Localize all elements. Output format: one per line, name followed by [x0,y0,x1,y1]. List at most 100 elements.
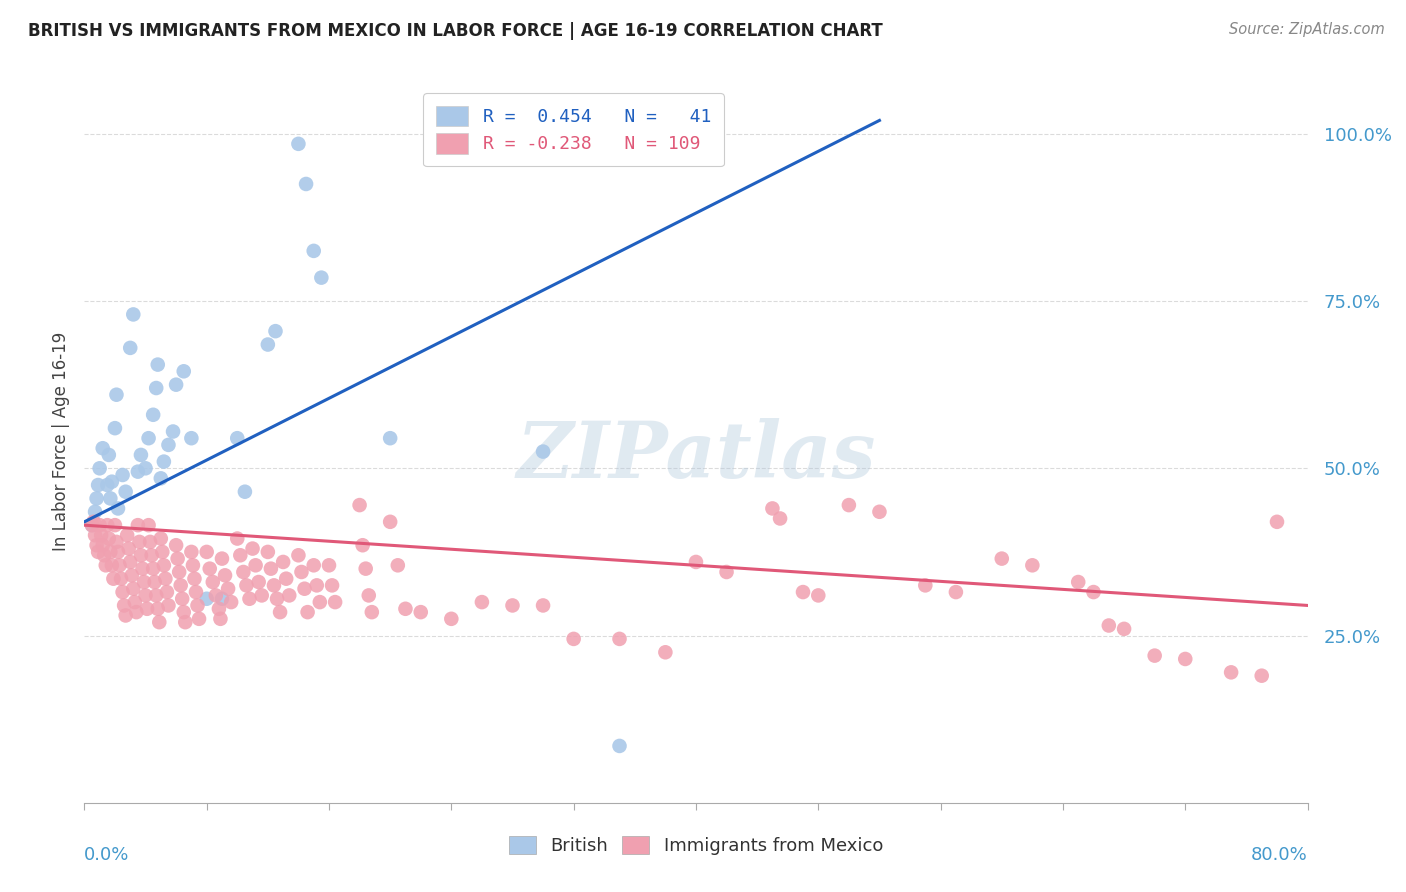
Point [120,555,142,569]
Point [127,518,149,533]
Point [387,558,409,573]
Text: Source: ZipAtlas.com: Source: ZipAtlas.com [1229,22,1385,37]
Point [201,575,224,590]
Point [250,589,273,603]
Point [153,558,176,573]
Point [89,518,111,533]
Point [104,421,127,435]
Point [101,558,124,573]
Point [84,505,107,519]
Point [263,578,285,592]
Point [105,534,128,549]
Point [98,491,121,506]
Point [991,551,1014,566]
Point [138,431,160,445]
Point [157,438,180,452]
Point [531,444,554,458]
Point [287,548,309,563]
Point [115,528,138,542]
Point [1067,575,1090,590]
Point [90,528,112,542]
Point [132,575,155,590]
Point [93,548,115,563]
Point [162,425,184,439]
Point [181,558,204,573]
Point [155,572,177,586]
Point [242,541,264,556]
Point [260,562,283,576]
Point [311,270,333,285]
Point [264,324,287,338]
Point [180,431,202,445]
Legend: British, Immigrants from Mexico: British, Immigrants from Mexico [502,829,890,863]
Point [276,572,298,586]
Point [145,381,167,395]
Point [226,431,249,445]
Point [97,448,120,462]
Point [716,565,738,579]
Point [1220,665,1243,680]
Point [305,578,328,592]
Point [98,545,121,559]
Point [165,538,187,552]
Point [86,538,108,552]
Point [211,551,233,566]
Point [103,572,125,586]
Point [107,545,129,559]
Point [170,578,193,592]
Point [357,589,380,603]
Point [1250,669,1272,683]
Point [321,578,343,592]
Point [349,498,371,512]
Point [235,578,257,592]
Point [183,572,205,586]
Point [219,595,242,609]
Point [122,582,145,596]
Point [184,585,207,599]
Point [97,532,120,546]
Point [360,605,382,619]
Point [1265,515,1288,529]
Point [142,562,165,576]
Point [287,136,309,151]
Point [153,455,176,469]
Point [129,448,152,462]
Point [807,589,830,603]
Point [914,578,936,592]
Point [1143,648,1166,663]
Point [91,442,114,455]
Point [80,518,103,533]
Point [245,558,267,573]
Point [138,518,160,533]
Point [87,545,110,559]
Point [165,377,187,392]
Point [148,615,170,630]
Point [1098,618,1121,632]
Text: 0.0%: 0.0% [84,847,129,864]
Point [121,568,143,582]
Point [173,605,195,619]
Point [96,518,118,533]
Text: BRITISH VS IMMIGRANTS FROM MEXICO IN LABOR FORCE | AGE 16-19 CORRELATION CHART: BRITISH VS IMMIGRANTS FROM MEXICO IN LAB… [28,22,883,40]
Point [118,541,141,556]
Point [302,244,325,258]
Point [84,528,107,542]
Point [295,177,318,191]
Point [271,555,294,569]
Point [211,591,233,606]
Point [114,484,136,499]
Point [96,478,118,492]
Point [111,585,134,599]
Point [108,558,131,573]
Point [174,615,197,630]
Point [354,562,377,576]
Point [217,582,239,596]
Point [91,538,114,552]
Point [127,465,149,479]
Point [380,515,402,529]
Point [394,602,416,616]
Point [232,565,254,579]
Point [562,632,585,646]
Point [124,595,146,609]
Point [136,602,159,616]
